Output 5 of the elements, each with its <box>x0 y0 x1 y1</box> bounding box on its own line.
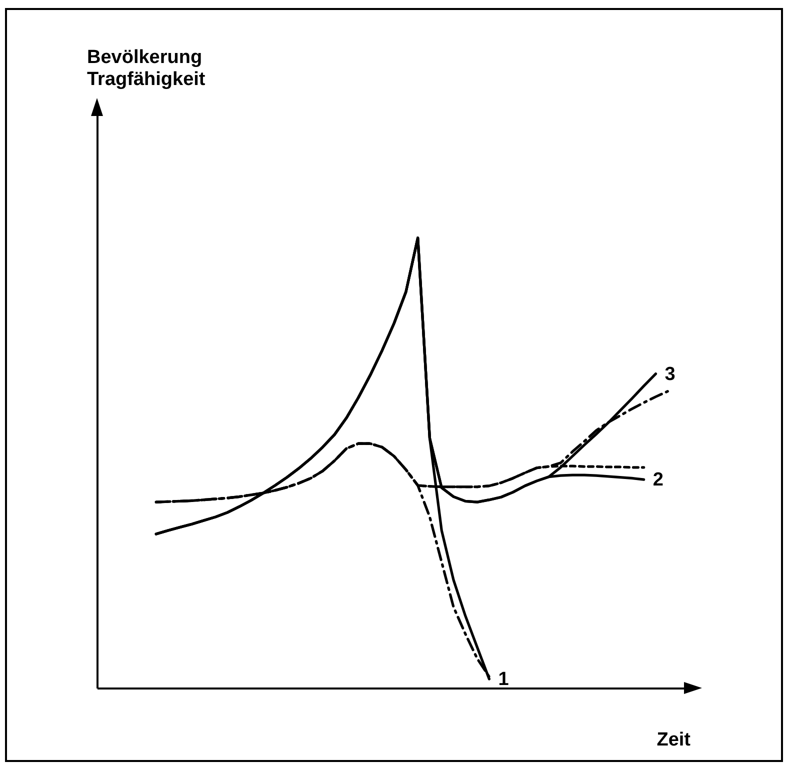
series-label: 2 <box>652 470 664 491</box>
series-label: 3 <box>664 364 676 385</box>
x-axis-title: Zeit <box>656 730 692 750</box>
series-label: 1 <box>498 668 510 690</box>
text: Bevölkerung Tragfähigkeit <box>87 47 206 90</box>
